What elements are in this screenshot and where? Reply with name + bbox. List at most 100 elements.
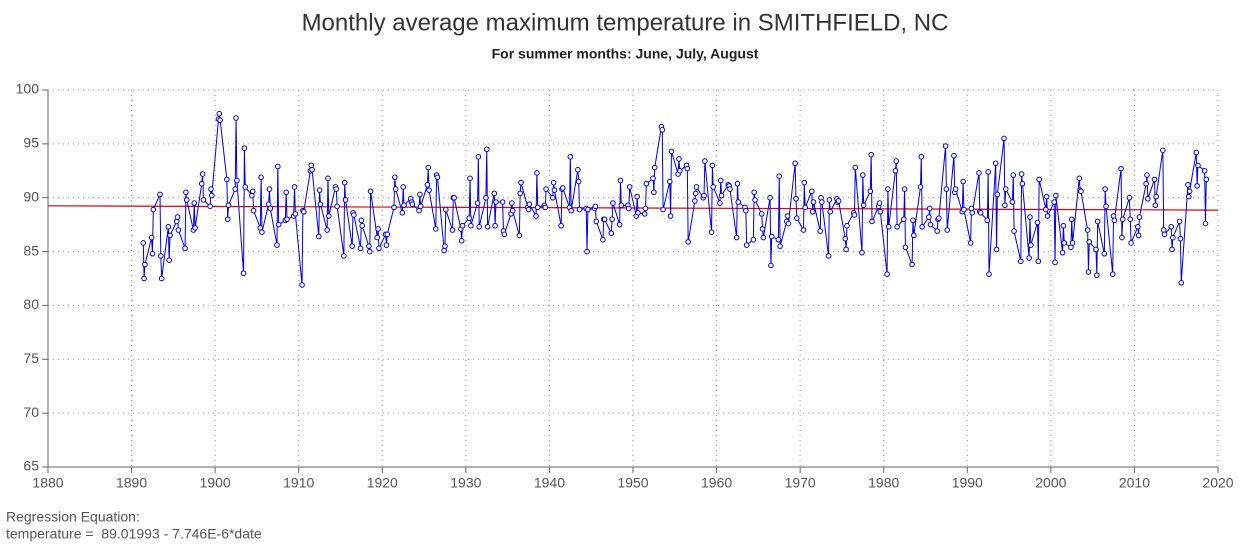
data-point (952, 186, 959, 192)
data-point (993, 246, 1000, 253)
data-point (509, 200, 515, 206)
data-point (1043, 193, 1050, 200)
data-point (851, 212, 858, 218)
x-tick-label: 1980 (868, 475, 899, 491)
data-point (985, 169, 991, 175)
data-point (558, 222, 564, 229)
data-point (182, 245, 188, 252)
data-point (567, 153, 574, 160)
x-tick-label: 1990 (952, 475, 983, 491)
data-point (717, 177, 724, 184)
data-point (926, 214, 932, 220)
data-point (777, 243, 783, 249)
data-point (458, 238, 465, 244)
data-point (518, 179, 524, 186)
data-point (1152, 202, 1159, 209)
data-point (1068, 216, 1075, 223)
data-point (1002, 202, 1008, 209)
data-point (1136, 214, 1143, 220)
data-point (499, 199, 506, 205)
data-point (401, 202, 407, 209)
data-point (750, 236, 757, 243)
data-point (543, 186, 549, 192)
data-point (291, 184, 298, 190)
data-point (1001, 135, 1007, 142)
data-point (1135, 232, 1142, 239)
data-point (843, 246, 849, 253)
data-point (324, 227, 330, 233)
data-point (792, 160, 798, 167)
data-point (608, 230, 615, 237)
data-point (692, 198, 698, 204)
data-point (157, 191, 163, 198)
data-point (1119, 216, 1126, 223)
data-point (910, 217, 916, 224)
data-point (1034, 219, 1041, 226)
data-point (809, 188, 815, 195)
data-point (150, 206, 157, 213)
data-point (1202, 220, 1209, 227)
data-point (642, 205, 649, 212)
data-point (158, 275, 165, 282)
data-point (509, 207, 516, 214)
data-point (785, 220, 792, 227)
data-point (366, 243, 372, 249)
data-point (174, 214, 181, 220)
data-point (483, 194, 489, 201)
data-point (1028, 242, 1034, 248)
data-point (1019, 180, 1026, 187)
x-tick-label: 1970 (785, 475, 816, 491)
data-point (349, 243, 356, 249)
data-point (911, 232, 917, 239)
data-point (183, 197, 190, 203)
data-point (1061, 240, 1068, 246)
data-point (758, 211, 765, 217)
data-point (492, 222, 498, 229)
data-point (376, 245, 382, 252)
data-point (225, 202, 232, 209)
y-tick-label: 70 (23, 404, 39, 420)
data-point (175, 227, 182, 233)
data-point (860, 202, 867, 209)
data-point (759, 226, 766, 232)
data-point (316, 187, 323, 193)
data-point (459, 222, 466, 229)
data-point (392, 174, 398, 181)
data-point (375, 226, 381, 232)
data-point (308, 162, 315, 169)
data-point (400, 184, 406, 190)
data-point (259, 229, 265, 235)
data-point (894, 223, 900, 230)
data-point (976, 170, 982, 176)
data-point (167, 232, 173, 239)
data-point (1094, 272, 1100, 279)
data-point (709, 162, 716, 169)
data-point (969, 209, 976, 216)
data-point (992, 160, 999, 167)
data-point (900, 216, 907, 223)
data-point (432, 226, 439, 232)
data-point (634, 193, 640, 200)
data-point (158, 253, 164, 259)
data-point (1059, 249, 1066, 256)
data-point (1002, 186, 1009, 192)
x-tick-label: 1950 (617, 475, 648, 491)
data-point (249, 188, 256, 195)
data-point (1026, 255, 1032, 261)
data-point (1084, 227, 1091, 233)
data-point (275, 221, 282, 228)
x-tick-label: 1900 (200, 475, 231, 491)
data-point (417, 203, 424, 210)
data-point (667, 213, 674, 219)
data-point (149, 250, 156, 257)
data-point (918, 153, 925, 160)
data-point (241, 145, 248, 151)
y-tick-label: 75 (23, 350, 39, 366)
data-point (1143, 180, 1149, 187)
y-tick-label: 80 (23, 296, 39, 312)
data-point (826, 197, 833, 203)
data-point (267, 205, 274, 212)
data-point (483, 146, 490, 153)
data-point (551, 187, 558, 193)
data-point (315, 233, 322, 240)
